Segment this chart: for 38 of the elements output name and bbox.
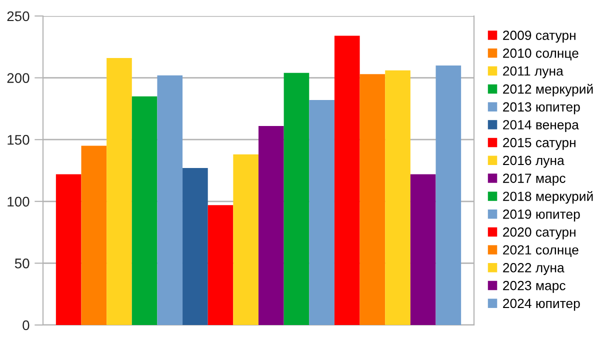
bar (182, 168, 208, 325)
legend-label: 2012 меркурий (503, 84, 593, 96)
bar (385, 70, 410, 325)
bar (208, 205, 234, 325)
legend-label: 2024 юпитер (503, 298, 580, 311)
y-tick-label: 250 (7, 11, 30, 22)
legend-label: 2013 юпитер (503, 102, 580, 114)
bar (106, 58, 132, 325)
legend-label: 2016 луна (503, 156, 564, 168)
bar (233, 154, 258, 325)
y-tick-label: 200 (7, 73, 30, 83)
bar (334, 36, 360, 325)
legend-label: 2017 марс (503, 174, 566, 186)
legend-label: 2009 сатурн (503, 30, 576, 43)
bar (410, 174, 436, 325)
bar (258, 126, 284, 325)
legend-label: 2011 луна (503, 66, 564, 78)
bar (157, 75, 183, 325)
legend-label: 2021 солнце (503, 245, 578, 258)
y-tick-label: 50 (14, 258, 30, 268)
bar (436, 65, 462, 325)
y-tick-label: 100 (8, 196, 30, 207)
bar (360, 74, 386, 325)
legend-label: 2010 солнце (503, 48, 578, 60)
bar (81, 146, 107, 325)
legend-label: 2018 меркурий (503, 191, 593, 204)
legend-label: 2020 сатурн (503, 227, 576, 240)
y-tick-label: 0 (22, 320, 30, 330)
legend-label: 2023 марс (503, 280, 566, 293)
y-tick-label: 150 (8, 134, 30, 145)
legend-label: 2015 сатурн (503, 138, 576, 150)
legend-label: 2014 венера (503, 120, 579, 132)
bar (309, 100, 334, 325)
legend-label: 2022 луна (503, 263, 564, 276)
bar (132, 96, 158, 325)
legend-label: 2019 юпитер (503, 210, 580, 222)
bar (56, 174, 82, 325)
bar (284, 72, 310, 325)
